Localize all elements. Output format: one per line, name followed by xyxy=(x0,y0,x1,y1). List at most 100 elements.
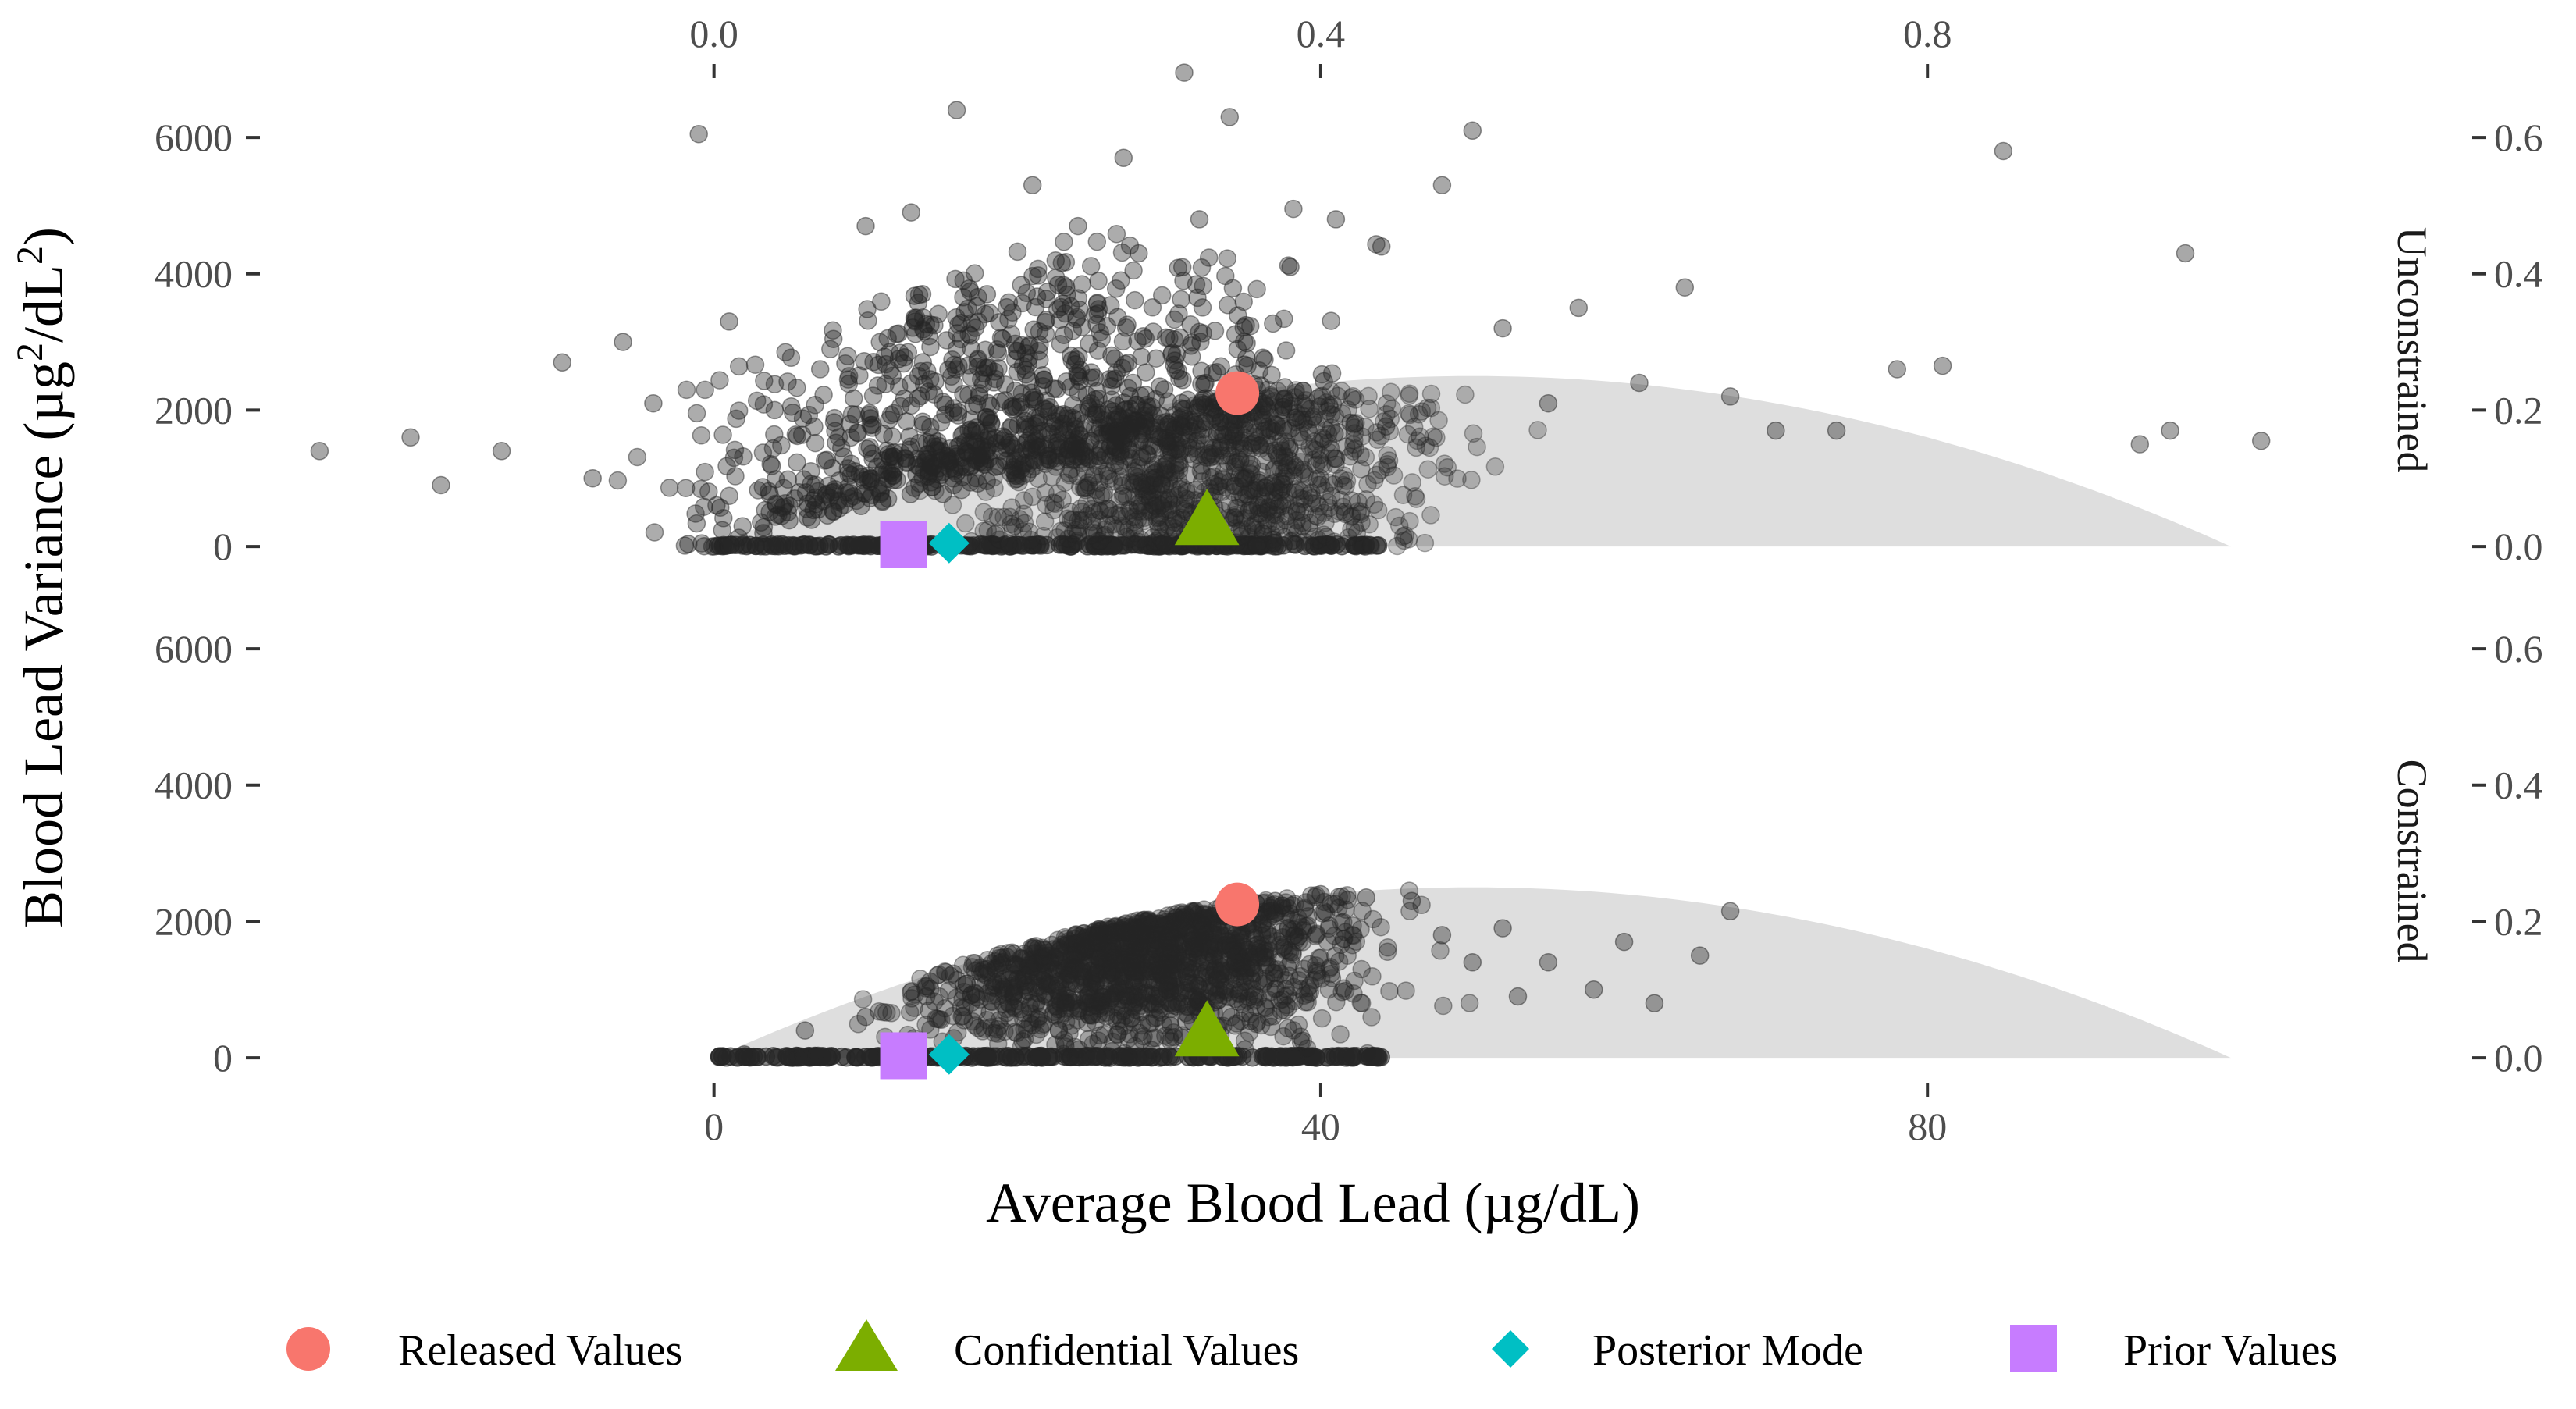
data-point xyxy=(729,401,749,420)
data-point xyxy=(1219,962,1238,982)
data-point xyxy=(1367,536,1386,555)
y-axis-title: Blood Lead Variance (µg2/dL2) xyxy=(9,227,75,928)
data-point xyxy=(1994,141,2013,161)
data-point xyxy=(1046,457,1066,476)
data-point xyxy=(1171,416,1190,435)
data-point xyxy=(1407,489,1426,508)
y-axis-title-part: Blood Lead Variance (µg xyxy=(12,361,75,928)
data-point xyxy=(1022,531,1041,550)
data-points xyxy=(310,63,2271,1067)
data-point xyxy=(788,378,806,397)
data-point xyxy=(614,333,632,351)
data-point xyxy=(921,337,940,357)
data-point xyxy=(1432,926,1452,945)
data-point xyxy=(1146,414,1165,432)
data-point xyxy=(1312,1009,1332,1028)
data-point xyxy=(1220,108,1240,126)
data-point xyxy=(1265,891,1285,910)
data-point xyxy=(810,360,830,379)
data-point xyxy=(1238,535,1258,554)
data-point xyxy=(1285,534,1304,553)
data-point xyxy=(1151,406,1171,425)
data-point xyxy=(1341,413,1360,432)
data-point xyxy=(1400,384,1419,403)
data-point xyxy=(1280,451,1300,470)
data-point xyxy=(1720,387,1740,406)
marker-released-values xyxy=(1215,882,1260,927)
data-point xyxy=(1113,476,1132,495)
data-point xyxy=(1293,381,1312,400)
data-point xyxy=(868,376,888,395)
data-point xyxy=(1418,398,1437,418)
data-point xyxy=(1255,350,1274,369)
data-point xyxy=(805,417,824,436)
data-point xyxy=(1334,466,1354,485)
data-point xyxy=(675,536,695,555)
data-point xyxy=(1306,927,1325,945)
data-point xyxy=(720,312,738,331)
data-point xyxy=(1022,459,1041,479)
right-y-tick-label: 0.2 xyxy=(2494,388,2543,432)
data-point xyxy=(1183,439,1202,458)
data-point xyxy=(1219,296,1237,315)
data-point xyxy=(1250,532,1269,551)
data-point xyxy=(875,347,894,366)
data-point xyxy=(724,448,744,468)
data-point xyxy=(1236,468,1256,486)
data-point xyxy=(1046,251,1066,270)
data-point xyxy=(1299,906,1318,926)
data-point xyxy=(1230,432,1250,451)
data-point xyxy=(1190,210,1209,229)
data-point xyxy=(1258,482,1278,501)
data-point xyxy=(1080,450,1100,468)
data-point xyxy=(987,524,1006,543)
data-point xyxy=(792,1047,812,1066)
data-point xyxy=(1315,525,1333,544)
data-point xyxy=(1211,412,1229,432)
data-point xyxy=(1101,506,1120,525)
data-point xyxy=(1224,415,1244,434)
data-point xyxy=(753,443,773,462)
data-point xyxy=(1258,428,1277,447)
data-point xyxy=(1205,438,1225,457)
data-point xyxy=(1187,275,1206,294)
data-point xyxy=(1238,519,1258,538)
data-point xyxy=(1137,363,1155,382)
data-point xyxy=(1325,407,1345,426)
data-point xyxy=(913,415,933,435)
data-point xyxy=(884,466,903,486)
data-point xyxy=(1216,935,1236,955)
data-point xyxy=(1076,414,1095,432)
data-point xyxy=(1157,460,1176,479)
legend-triangle-icon xyxy=(835,1319,898,1371)
data-point xyxy=(644,393,663,413)
data-point xyxy=(1249,406,1268,425)
data-point xyxy=(1122,407,1141,426)
data-point xyxy=(1173,439,1192,457)
data-point xyxy=(1130,493,1149,512)
legend-label: Confidential Values xyxy=(954,1326,1299,1375)
data-point xyxy=(1262,418,1281,438)
data-point xyxy=(919,382,938,401)
data-point xyxy=(1147,418,1166,437)
data-point xyxy=(1166,440,1185,460)
data-point xyxy=(1420,438,1439,457)
data-point xyxy=(1584,980,1603,999)
data-point xyxy=(1192,375,1211,393)
data-point xyxy=(1159,443,1179,462)
data-point xyxy=(1104,472,1123,491)
data-point xyxy=(1047,433,1066,452)
data-point xyxy=(1105,441,1123,460)
data-point xyxy=(1357,888,1375,907)
data-point xyxy=(1356,447,1375,467)
data-point xyxy=(909,285,929,304)
data-point xyxy=(1260,403,1279,422)
data-point xyxy=(1227,510,1246,529)
data-point xyxy=(1344,984,1363,1003)
data-point xyxy=(660,479,679,497)
data-point xyxy=(1265,422,1284,441)
data-point xyxy=(1264,1048,1283,1067)
data-point xyxy=(1208,476,1227,496)
data-point xyxy=(1044,379,1063,398)
data-point xyxy=(1155,463,1174,482)
